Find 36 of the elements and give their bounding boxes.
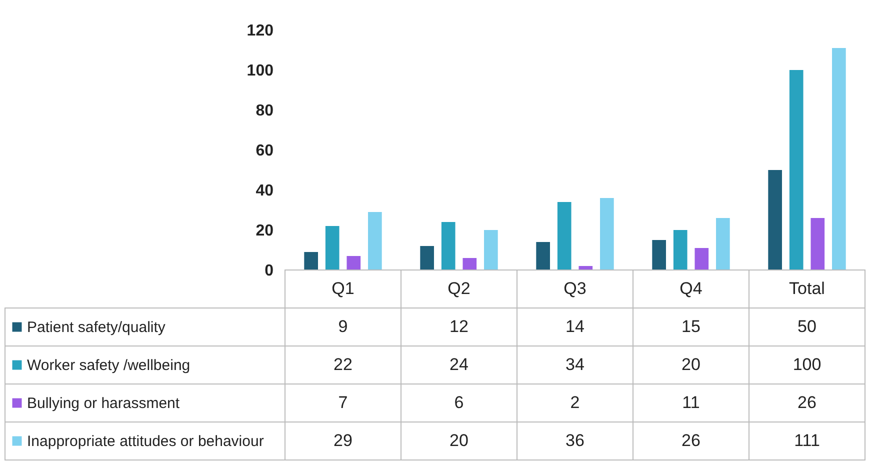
data-label: 26 bbox=[798, 393, 816, 412]
y-tick-label: 0 bbox=[264, 262, 274, 280]
y-tick-label: 20 bbox=[256, 222, 274, 240]
data-label: 111 bbox=[794, 431, 820, 450]
legend-label: Bullying or harassment bbox=[27, 395, 180, 412]
x-tick-label: Total bbox=[789, 279, 825, 298]
data-label: 100 bbox=[792, 355, 822, 374]
data-label: 36 bbox=[566, 431, 584, 450]
data-label: 2 bbox=[570, 393, 580, 412]
data-label: 11 bbox=[682, 393, 700, 412]
x-tick-label: Q4 bbox=[680, 279, 702, 298]
y-tick-label: 120 bbox=[246, 22, 274, 40]
data-label: 7 bbox=[338, 393, 348, 412]
data-label: 34 bbox=[566, 355, 584, 374]
data-label: 50 bbox=[798, 317, 816, 336]
y-tick-label: 40 bbox=[256, 182, 274, 200]
x-tick-label: Q1 bbox=[332, 279, 354, 298]
x-tick-label: Q3 bbox=[564, 279, 586, 298]
data-label: 14 bbox=[566, 317, 584, 336]
data-label: 22 bbox=[334, 355, 352, 374]
legend-label: Inappropriate attitudes or behaviour bbox=[27, 433, 264, 450]
y-tick-label: 100 bbox=[246, 62, 274, 80]
data-label: 12 bbox=[450, 317, 468, 336]
data-label: 20 bbox=[682, 355, 700, 374]
y-tick-label: 80 bbox=[256, 102, 274, 120]
data-label: 29 bbox=[334, 431, 352, 450]
data-label: 15 bbox=[682, 317, 700, 336]
data-label: 20 bbox=[450, 431, 468, 450]
y-tick-label: 60 bbox=[256, 142, 274, 160]
x-tick-label: Q2 bbox=[448, 279, 470, 298]
legend-label: Patient safety/quality bbox=[27, 319, 166, 336]
data-label: 9 bbox=[338, 317, 348, 336]
data-label: 26 bbox=[682, 431, 700, 450]
data-label: 24 bbox=[450, 355, 468, 374]
data-label: 6 bbox=[454, 393, 464, 412]
legend-label: Worker safety /wellbeing bbox=[27, 357, 190, 374]
